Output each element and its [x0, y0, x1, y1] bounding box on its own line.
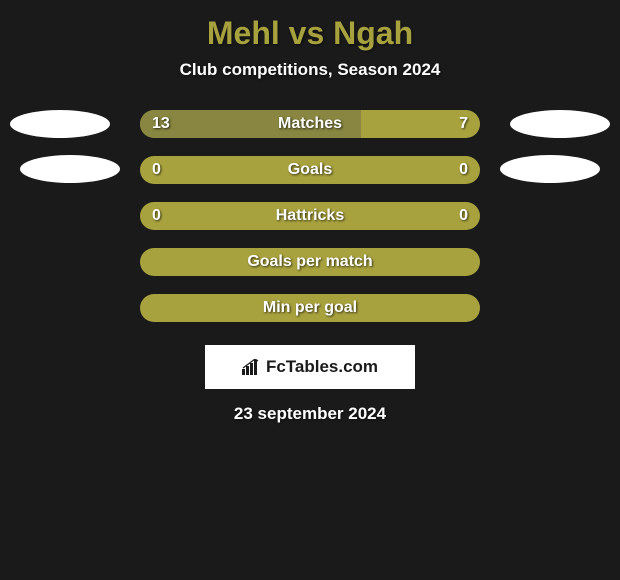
stat-row-hattricks: 0 Hattricks 0 — [0, 202, 620, 230]
stat-bar-hattricks: 0 Hattricks 0 — [140, 202, 480, 230]
stat-label-gpm: Goals per match — [247, 253, 372, 271]
stat-value-right-matches: 7 — [459, 115, 468, 133]
page-title: Mehl vs Ngah — [207, 15, 413, 52]
stat-bar-goals: 0 Goals 0 — [140, 156, 480, 184]
comparison-container: Mehl vs Ngah Club competitions, Season 2… — [0, 0, 620, 439]
stat-value-right-goals: 0 — [459, 161, 468, 179]
date-text: 23 september 2024 — [234, 404, 386, 424]
page-subtitle: Club competitions, Season 2024 — [180, 60, 441, 80]
stat-row-mpg: Min per goal — [0, 294, 620, 322]
stat-row-matches: 13 Matches 7 — [0, 110, 620, 138]
stat-bar-gpm: Goals per match — [140, 248, 480, 276]
stat-label-matches: Matches — [140, 115, 480, 133]
stat-row-gpm: Goals per match — [0, 248, 620, 276]
stat-bar-mpg: Min per goal — [140, 294, 480, 322]
chart-icon — [242, 359, 262, 375]
stat-label-goals: Goals — [140, 161, 480, 179]
logo-text: FcTables.com — [266, 357, 378, 377]
stat-row-goals: 0 Goals 0 — [0, 156, 620, 184]
stat-value-right-hattricks: 0 — [459, 207, 468, 225]
stat-label-mpg: Min per goal — [263, 299, 357, 317]
stat-bar-matches: 13 Matches 7 — [140, 110, 480, 138]
stat-label-hattricks: Hattricks — [140, 207, 480, 225]
logo-box[interactable]: FcTables.com — [205, 345, 415, 389]
